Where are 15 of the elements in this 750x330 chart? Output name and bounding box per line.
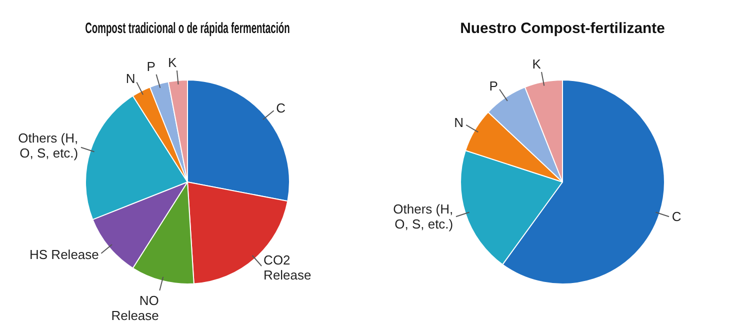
slice-label: C [672,209,682,224]
slice-label: N [454,115,464,130]
slice-label: CO2 Release [264,252,312,282]
chart-title: Compost tradicional o de rápida fermentación [85,20,290,37]
slice-label: K [532,56,542,72]
slice-label: C [276,100,286,116]
slice-label: P [489,78,498,94]
slice-label: P [146,59,156,74]
chart-title: Nuestro Compost-fertilizante [460,20,665,38]
slice-label: HS Release [30,246,99,262]
slice-label: K [168,55,178,70]
slice-label: Others (H, O, S, etc.) [393,202,454,232]
slice-label: NO Release [111,292,159,323]
slice-label: N [126,71,136,86]
slice-label: Others (H, O, S, etc.) [18,130,78,161]
